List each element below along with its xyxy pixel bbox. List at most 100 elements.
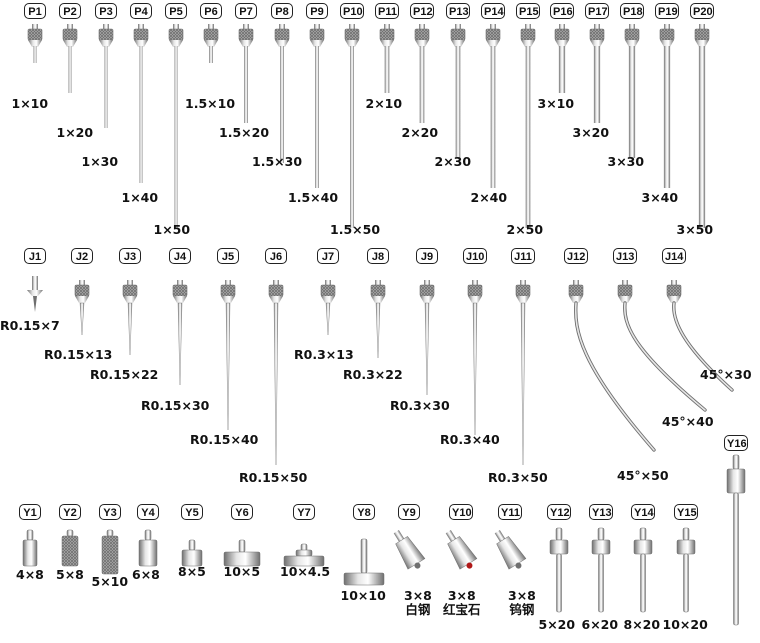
label-j3: R0.15×22 [90,367,159,382]
label-j9: R0.3×30 [390,398,450,413]
label-p20: 3×50 [676,222,714,237]
tag-y13: Y13 [589,504,613,520]
tag-y1: Y1 [19,504,41,520]
label-y4: 6×8 [132,567,160,582]
tag-j3: J3 [119,248,141,264]
label-j10: R0.3×40 [440,432,500,447]
label-p11: 2×10 [365,96,403,111]
label-p4: 1×40 [121,190,159,205]
tag-j12: J12 [564,248,588,264]
label-y3: 5×10 [91,574,129,589]
tag-p16: P16 [550,3,574,19]
tag-p17: P17 [585,3,609,19]
label-y5: 8×5 [178,564,206,579]
tag-p12: P12 [410,3,434,19]
label-p3: 1×30 [81,154,119,169]
tag-j13: J13 [613,248,637,264]
tag-y16: Y16 [724,435,748,451]
label-y11: 3×8 钨钢 [508,588,536,617]
label-j1: R0.15×7 [0,318,60,333]
tag-p11: P11 [375,3,399,19]
label-p10: 1.5×50 [330,222,381,237]
tag-p18: P18 [620,3,644,19]
label-y12: 5×20 [538,617,576,632]
label-y13: 6×20 [581,617,619,632]
tag-j9: J9 [416,248,438,264]
tag-p14: P14 [481,3,505,19]
tag-p13: P13 [446,3,470,19]
label-y8: 10×10 [340,588,386,603]
label-j8: R0.3×22 [343,367,403,382]
label-y9: 3×8 白钢 [404,588,432,617]
tag-j11: J11 [511,248,535,264]
label-y7: 10×4.5 [280,564,331,579]
label-j4: R0.15×30 [141,398,210,413]
tag-j7: J7 [317,248,339,264]
label-y14: 8×20 [623,617,661,632]
label-j6: R0.15×50 [239,470,308,485]
label-p16: 3×10 [537,96,575,111]
label-p19: 3×40 [641,190,679,205]
tag-p19: P19 [655,3,679,19]
label-p8: 1.5×30 [252,154,303,169]
tag-y8: Y8 [353,504,375,520]
label-j11: R0.3×50 [488,470,548,485]
tag-j1: J1 [24,248,46,264]
label-p1: 1×10 [11,96,49,111]
tag-p5: P5 [165,3,187,19]
tag-p10: P10 [340,3,364,19]
label-j7: R0.3×13 [294,347,354,362]
tag-p7: P7 [235,3,257,19]
tag-y14: Y14 [631,504,655,520]
label-j14: 45°×30 [700,367,752,382]
label-p17: 3×20 [572,125,610,140]
tag-j2: J2 [71,248,93,264]
label-p7: 1.5×20 [219,125,270,140]
tag-j14: J14 [662,248,686,264]
label-y2: 5×8 [56,567,84,582]
label-y6: 10×5 [223,564,261,579]
tag-y3: Y3 [99,504,121,520]
label-y15: 10×20 [662,617,708,632]
tag-y9: Y9 [398,504,420,520]
tag-y12: Y12 [547,504,571,520]
tag-p8: P8 [271,3,293,19]
label-p18: 3×30 [607,154,645,169]
label-p6: 1.5×10 [185,96,236,111]
label-y1: 4×8 [16,567,44,582]
label-p13: 2×30 [434,154,472,169]
